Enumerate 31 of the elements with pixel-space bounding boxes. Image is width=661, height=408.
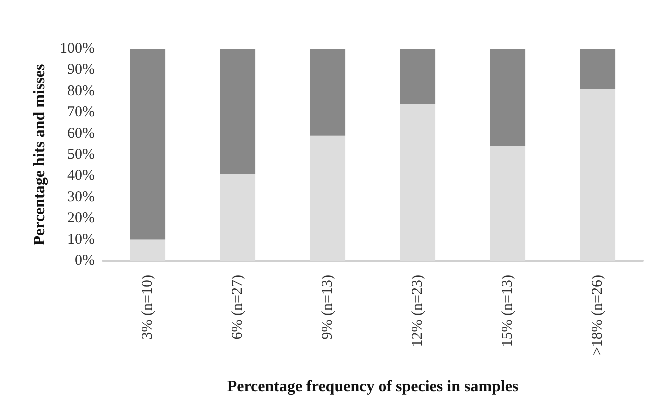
y-tick-label: 0% (75, 253, 95, 269)
y-tick-label: 20% (68, 210, 95, 227)
x-tick-label: 9% (n=13) (320, 275, 336, 340)
y-tick-label: 50% (68, 147, 95, 163)
bar (130, 49, 166, 240)
bar (490, 49, 526, 147)
bar (310, 49, 346, 136)
y-tick-label: 10% (68, 232, 95, 248)
bar (220, 174, 256, 261)
y-tick-label: 30% (68, 189, 95, 206)
bar (580, 49, 616, 90)
bar (310, 136, 346, 261)
x-tick-label: 3% (n=10) (140, 275, 156, 340)
y-tick-label: 90% (68, 62, 95, 78)
y-axis-title: Percentage hits and misses (32, 64, 48, 246)
bar (130, 240, 166, 261)
x-tick-label: 12% (n=23) (410, 275, 426, 348)
x-tick-label: >18% (n=26) (590, 274, 606, 356)
y-tick-label: 60% (68, 126, 95, 142)
x-axis-title: Percentage frequency of species in samples (227, 378, 519, 396)
y-tick-label: 80% (68, 83, 95, 100)
bar (490, 146, 526, 261)
bar (400, 49, 436, 104)
y-tick-label: 100% (60, 41, 95, 57)
bar (400, 104, 436, 261)
bar (220, 49, 256, 174)
x-tick-label: 15% (n=13) (500, 275, 516, 348)
y-tick-label: 40% (68, 168, 95, 184)
bar (580, 89, 616, 261)
x-tick-label: 6% (n=27) (230, 275, 246, 340)
y-tick-label: 70% (68, 104, 95, 121)
